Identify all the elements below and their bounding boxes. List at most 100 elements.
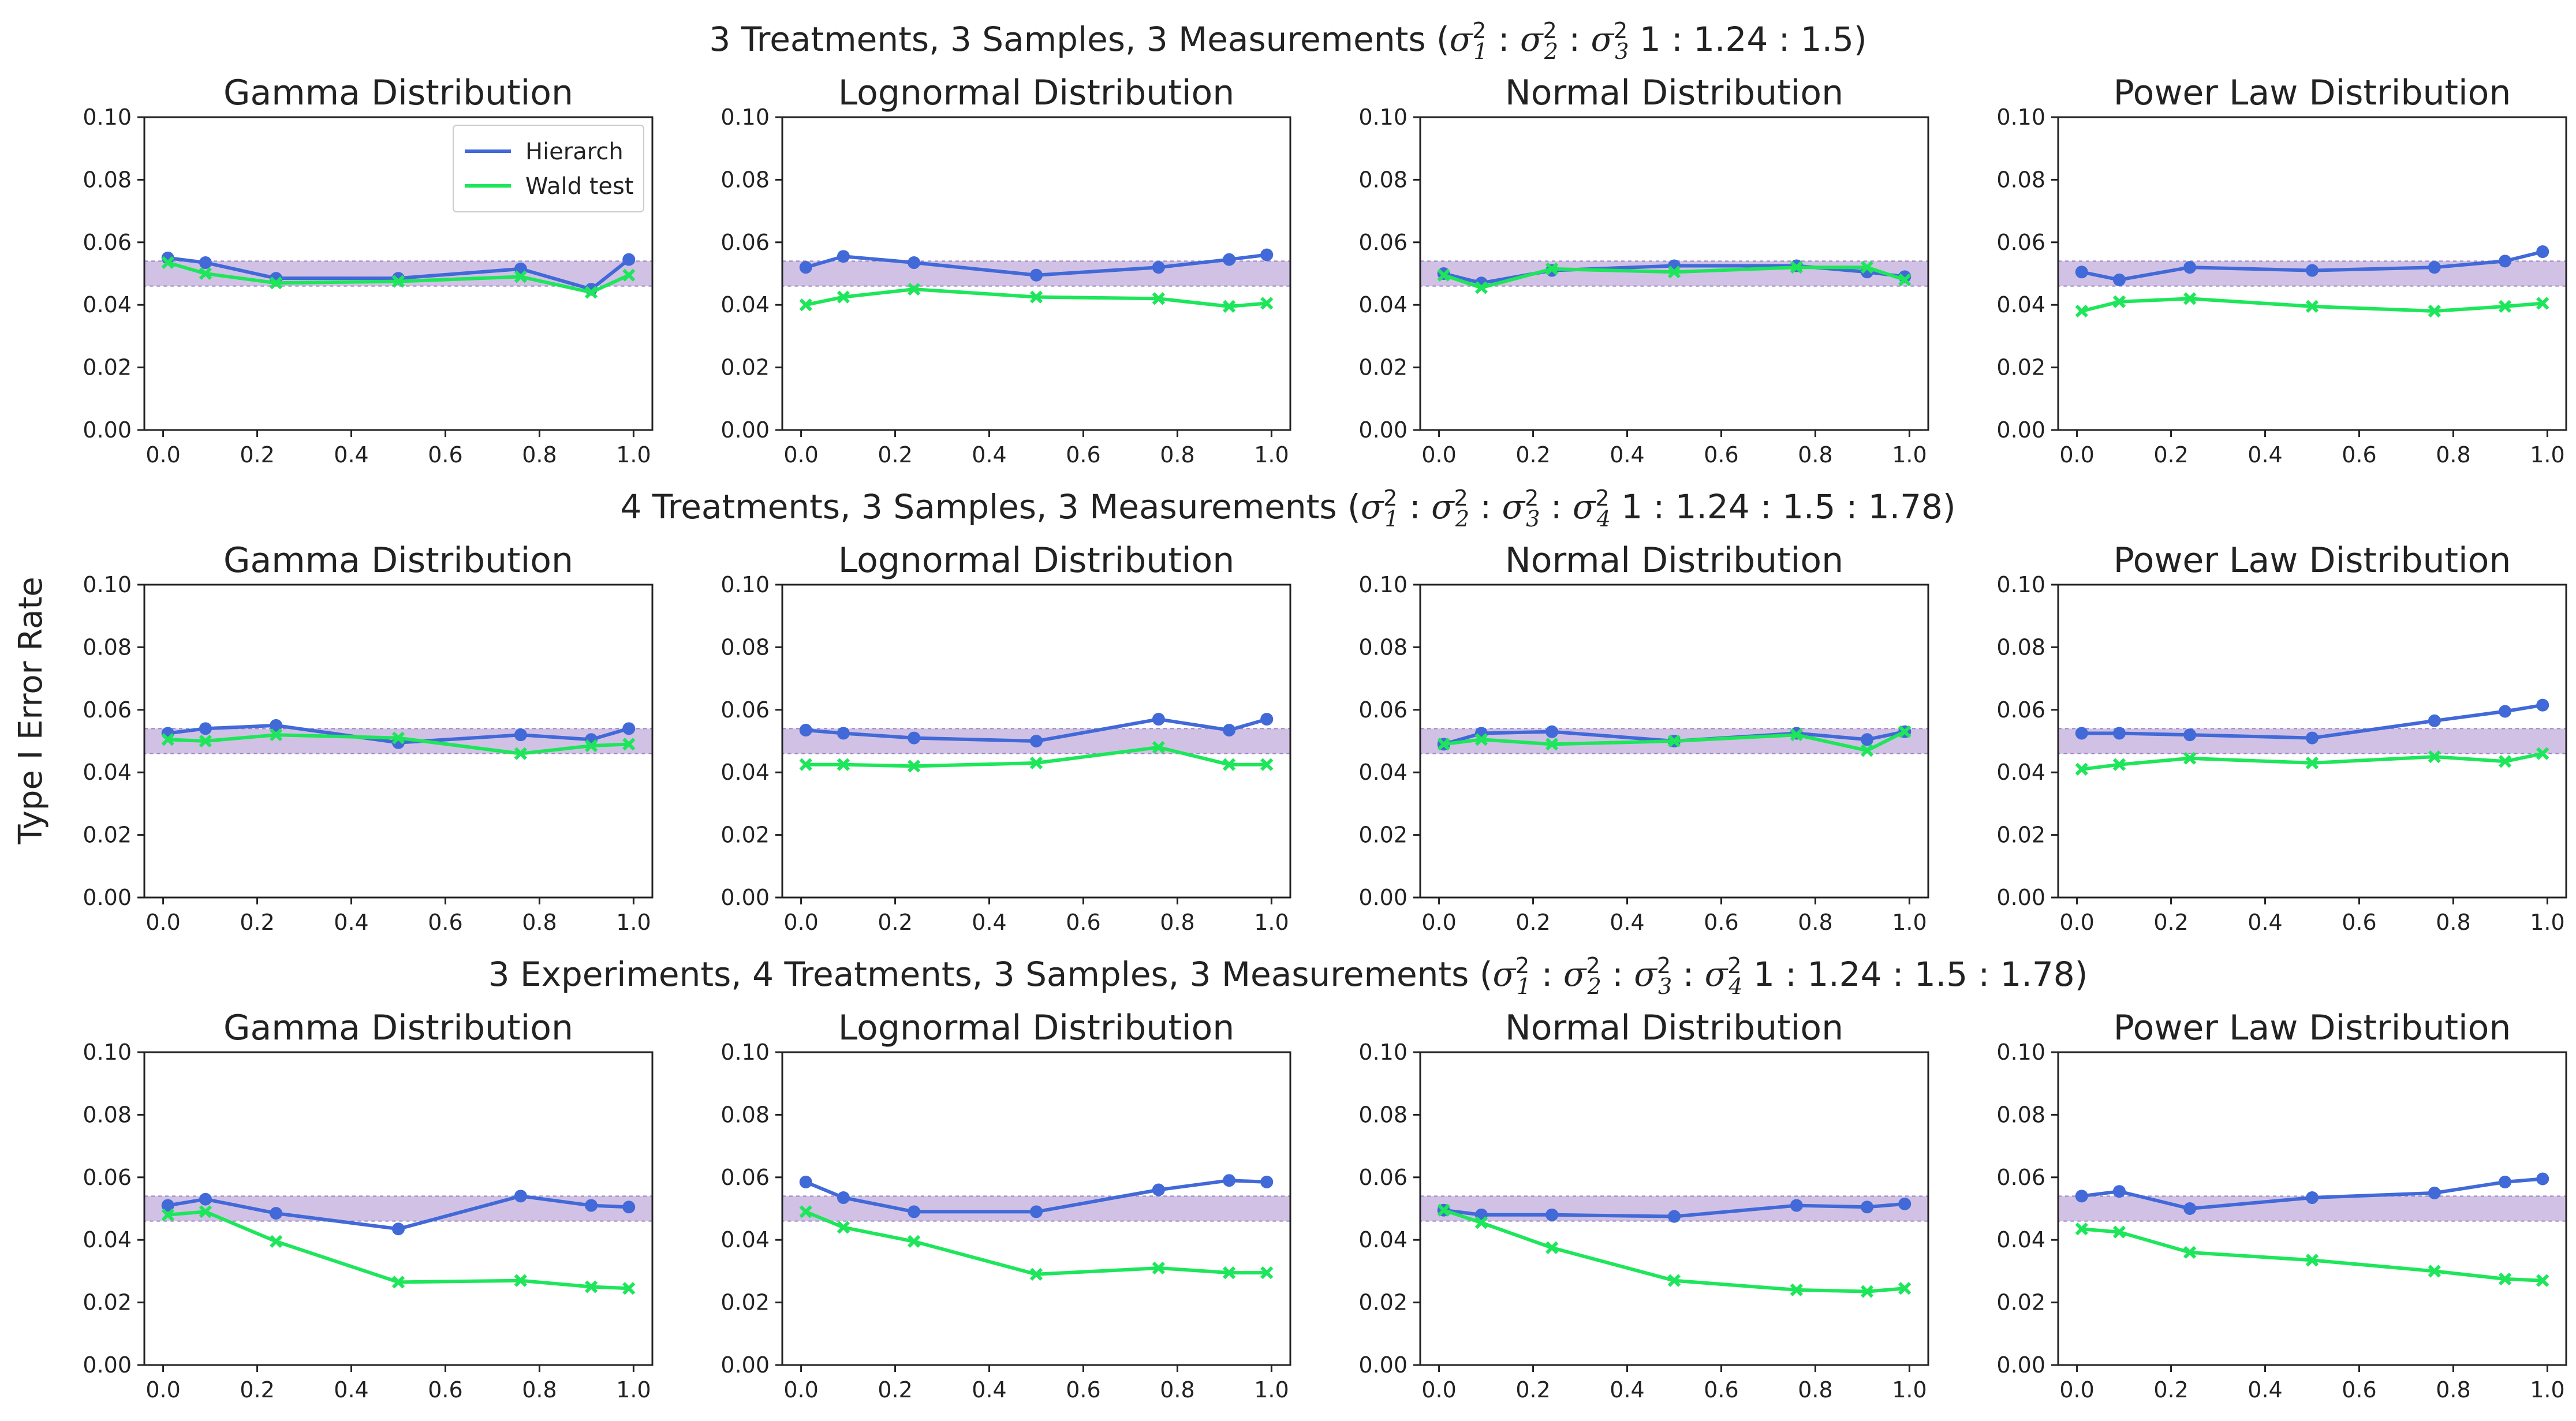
x-tick-label: 1.0 [616, 1377, 651, 1403]
x-tick-label: 0.6 [1066, 1377, 1100, 1403]
y-tick-label: 0.02 [83, 822, 132, 848]
hierarch-point [2112, 727, 2126, 740]
hierarch-point [1223, 253, 1236, 266]
wald-test-point [1545, 1241, 1559, 1254]
wald-test-point [1474, 281, 1488, 294]
panel-2-2: Lognormal Distribution 0.00 0.02 0.04 0.06 0.… [720, 540, 1291, 935]
hierarch-point [2183, 261, 2197, 274]
wald-test-point [1029, 756, 1043, 770]
wald-test-point [1474, 733, 1488, 746]
x-tick-label: 0.8 [1160, 910, 1194, 935]
y-tick-label: 0.02 [1996, 1290, 2045, 1315]
panel-1-3: Normal Distribution 0.00 0.02 0.04 0.06 0.08 0… [1358, 73, 1929, 468]
y-tick-label: 0.08 [720, 167, 770, 192]
y-tick-label: 0.02 [720, 1290, 770, 1315]
variance-index: 2 [1455, 506, 1469, 532]
x-tick-label: 0.6 [1704, 442, 1738, 468]
x-tick-label: 0.6 [1704, 1377, 1738, 1403]
wald-test-point [1260, 758, 1274, 771]
y-tick-label: 0.00 [83, 417, 132, 443]
y-tick-label: 0.08 [720, 634, 770, 660]
y-tick-label: 0.02 [83, 355, 132, 380]
x-tick-label: 0.6 [428, 442, 462, 468]
hierarch-point [270, 719, 283, 732]
x-tick-label: 0.6 [1066, 442, 1100, 468]
y-tick-label: 0.00 [720, 1352, 770, 1378]
y-tick-label: 0.08 [1996, 634, 2045, 660]
x-tick-label: 0.2 [2153, 442, 2188, 468]
hierarch-point [1861, 733, 1874, 746]
plot-frame [1419, 116, 1929, 431]
plot-frame [781, 1051, 1291, 1366]
wald-test-point [270, 728, 283, 742]
wald-test-point [1437, 268, 1450, 282]
variance-index: 4 [1728, 974, 1742, 999]
wald-test-point [622, 1282, 636, 1295]
wald-test-point [1222, 300, 1236, 313]
wald-test-point [584, 739, 598, 753]
x-tick-label: 0.8 [1160, 1377, 1194, 1403]
y-tick-label: 0.04 [1358, 760, 1408, 785]
hierarch-point [908, 256, 921, 270]
wald-test-point [2536, 747, 2549, 760]
wald-test-point [2075, 762, 2088, 776]
panel-2-1: Gamma Distribution 0.00 0.02 0.04 0.06 0.08 0.… [83, 540, 654, 935]
hierarch-point [514, 1190, 527, 1203]
wald-test-point [2183, 1246, 2197, 1259]
wald-test-point [2112, 295, 2126, 308]
variance-index: 3 [1526, 506, 1540, 532]
wald-test-point [799, 298, 812, 312]
wald-test-point [1898, 273, 1912, 286]
y-tick-label: 0.10 [720, 1039, 770, 1065]
wald-test-point [837, 1221, 850, 1234]
x-tick-label: 0.2 [2153, 910, 2188, 935]
plot-frame [143, 584, 654, 899]
y-tick-label: 0.04 [720, 1227, 770, 1252]
plot-frame [781, 116, 1291, 431]
x-tick-label: 0.0 [783, 910, 818, 935]
x-tick-label: 0.8 [2436, 910, 2470, 935]
hierarch-point [837, 727, 850, 740]
panel-title: Lognormal Distribution [838, 1008, 1235, 1048]
hierarch-point [1260, 248, 1274, 261]
hierarch-point [799, 724, 812, 737]
panel-title: Normal Distribution [1505, 1008, 1843, 1048]
variance-index: 3 [1615, 39, 1629, 64]
y-tick-label: 0.04 [1358, 1227, 1408, 1252]
variance-ratio: 1 : 1.24 : 1.5 [1640, 20, 1854, 59]
x-tick-label: 0.4 [2248, 910, 2282, 935]
x-tick-label: 1.0 [1254, 910, 1289, 935]
hierarch-point [2306, 264, 2319, 277]
hierarch-point [837, 1191, 850, 1205]
x-tick-label: 0.0 [1421, 1377, 1456, 1403]
wald-test-point [2112, 1225, 2126, 1239]
x-tick-label: 0.4 [1610, 442, 1644, 468]
wald-test-point [391, 1276, 405, 1289]
x-tick-label: 0.8 [1160, 442, 1194, 468]
x-tick-label: 0.2 [878, 910, 912, 935]
wald-test-point [1667, 734, 1681, 748]
y-tick-label: 0.02 [1996, 822, 2045, 848]
wald-test-point [2498, 300, 2512, 313]
legend-label: Hierarch [525, 139, 624, 165]
hierarch-point [799, 1175, 812, 1188]
y-tick-label: 0.02 [720, 355, 770, 380]
wald-test-point [837, 290, 850, 304]
hierarch-point [2183, 728, 2197, 742]
wald-test-point [1860, 744, 1874, 757]
hierarch-point [837, 250, 850, 263]
hierarch-point [2428, 1186, 2441, 1199]
x-tick-label: 0.2 [240, 442, 274, 468]
x-tick-label: 0.6 [2342, 910, 2376, 935]
hierarch-point [2306, 731, 2319, 745]
y-tick-label: 0.02 [1358, 1290, 1408, 1315]
variance-index: 1 [1384, 506, 1398, 532]
y-tick-label: 0.00 [1358, 417, 1408, 443]
wald-test-point [199, 267, 212, 281]
x-tick-label: 0.0 [783, 1377, 818, 1403]
x-tick-label: 0.2 [2153, 1377, 2188, 1403]
row-title-text: 3 Treatments, 3 Samples, 3 Measurements … [709, 20, 1449, 59]
wald-test-point [2075, 304, 2088, 318]
y-tick-label: 0.10 [1996, 104, 2045, 130]
x-tick-label: 0.2 [878, 442, 912, 468]
